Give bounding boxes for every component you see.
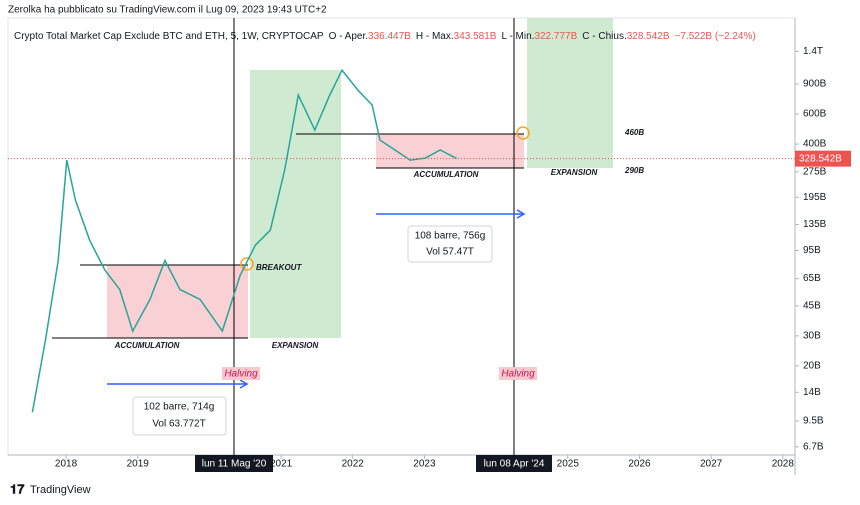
crosshair-date-bg: [476, 455, 552, 472]
x-tick-label: 2019: [127, 459, 150, 470]
info-text: 108 barre, 756g: [415, 231, 486, 242]
y-tick-label: 6.7B: [803, 441, 824, 452]
y-tick-label: 45B: [803, 300, 821, 311]
halving-bg: [499, 367, 537, 380]
legend-item: 336.447B: [368, 31, 411, 42]
y-tick-label: 9.5B: [803, 416, 824, 427]
y-tick-label: 195B: [803, 192, 827, 203]
y-tick-label: 95B: [803, 245, 821, 256]
legend-item: C - Chius.: [582, 31, 626, 42]
crosshair-date: lun 11 Mag '20: [202, 459, 267, 470]
breakout-circle: [516, 126, 530, 140]
zone-label: ACCUMULATION: [413, 170, 479, 179]
legend-item: O - Aper.: [329, 31, 368, 42]
info-box: [407, 225, 493, 263]
expansion-box: [250, 70, 341, 338]
publisher: Zerolka ha pubblicato su TradingView.com…: [8, 5, 327, 16]
level-label: 290B: [624, 166, 644, 175]
zone-label: ACCUMULATION: [114, 341, 180, 350]
legend-item: −7.522B (−2.24%): [675, 31, 756, 42]
x-tick-label: 2022: [342, 459, 365, 470]
legend-item: 328.542B: [627, 31, 670, 42]
accumulation-box: [107, 265, 248, 338]
y-tick-label: 65B: [803, 273, 821, 284]
expansion-box: [527, 18, 613, 168]
x-tick-label: 2023: [413, 459, 436, 470]
crosshair-date-bg: [195, 455, 273, 472]
y-tick-label: 275B: [803, 166, 827, 177]
legend-item: L - Min.: [501, 31, 534, 42]
halving-label: Halving: [224, 369, 258, 380]
legend-item: 343.581B: [454, 31, 497, 42]
accumulation-box: [376, 134, 524, 168]
info-text: 102 barre, 714g: [144, 402, 215, 413]
x-tick-label: 2021: [270, 459, 293, 470]
last-price-label: 328.542B: [799, 153, 842, 164]
x-tick-label: 2027: [700, 459, 723, 470]
price-line: [31, 68, 458, 413]
level-label: 460B: [624, 128, 644, 137]
breakout-circle: [240, 257, 254, 271]
logo: 𝟏𝟕: [10, 481, 25, 496]
x-tick-label: 2028: [772, 459, 795, 470]
legend-item: 322.777B: [534, 31, 577, 42]
zone-label: EXPANSION: [551, 168, 598, 177]
zone-label: EXPANSION: [272, 341, 319, 350]
y-tick-label: 30B: [803, 330, 821, 341]
x-tick-label: 2018: [55, 459, 78, 470]
y-tick-label: 1.4T: [803, 46, 823, 57]
y-tick-label: 400B: [803, 139, 827, 150]
y-tick-label: 20B: [803, 361, 821, 372]
legend: Crypto Total Market Cap Exclude BTC and …: [14, 31, 756, 42]
brand: TradingView: [30, 484, 91, 496]
y-tick-label: 600B: [803, 109, 827, 120]
halving-label: Halving: [501, 369, 535, 380]
arrow-head: [239, 379, 249, 389]
plot-frame: [7, 17, 796, 456]
zone-label: BREAKOUT: [256, 263, 302, 272]
info-text: Vol 57.47T: [426, 247, 474, 258]
legend-item: Crypto Total Market Cap Exclude BTC and …: [14, 31, 324, 42]
crosshair-date: lun 08 Apr '24: [484, 459, 545, 470]
info-text: Vol 63.772T: [152, 419, 205, 430]
x-tick-label: 2025: [557, 459, 580, 470]
info-box: [132, 396, 227, 436]
y-tick-label: 135B: [803, 219, 827, 230]
y-tick-label: 14B: [803, 387, 821, 398]
legend-item: H - Max.: [416, 31, 454, 42]
arrow-head: [516, 209, 526, 219]
x-tick-label: 2026: [628, 459, 651, 470]
y-tick-label: 900B: [803, 79, 827, 90]
halving-bg: [222, 367, 260, 380]
last-price-badge: [795, 150, 851, 167]
